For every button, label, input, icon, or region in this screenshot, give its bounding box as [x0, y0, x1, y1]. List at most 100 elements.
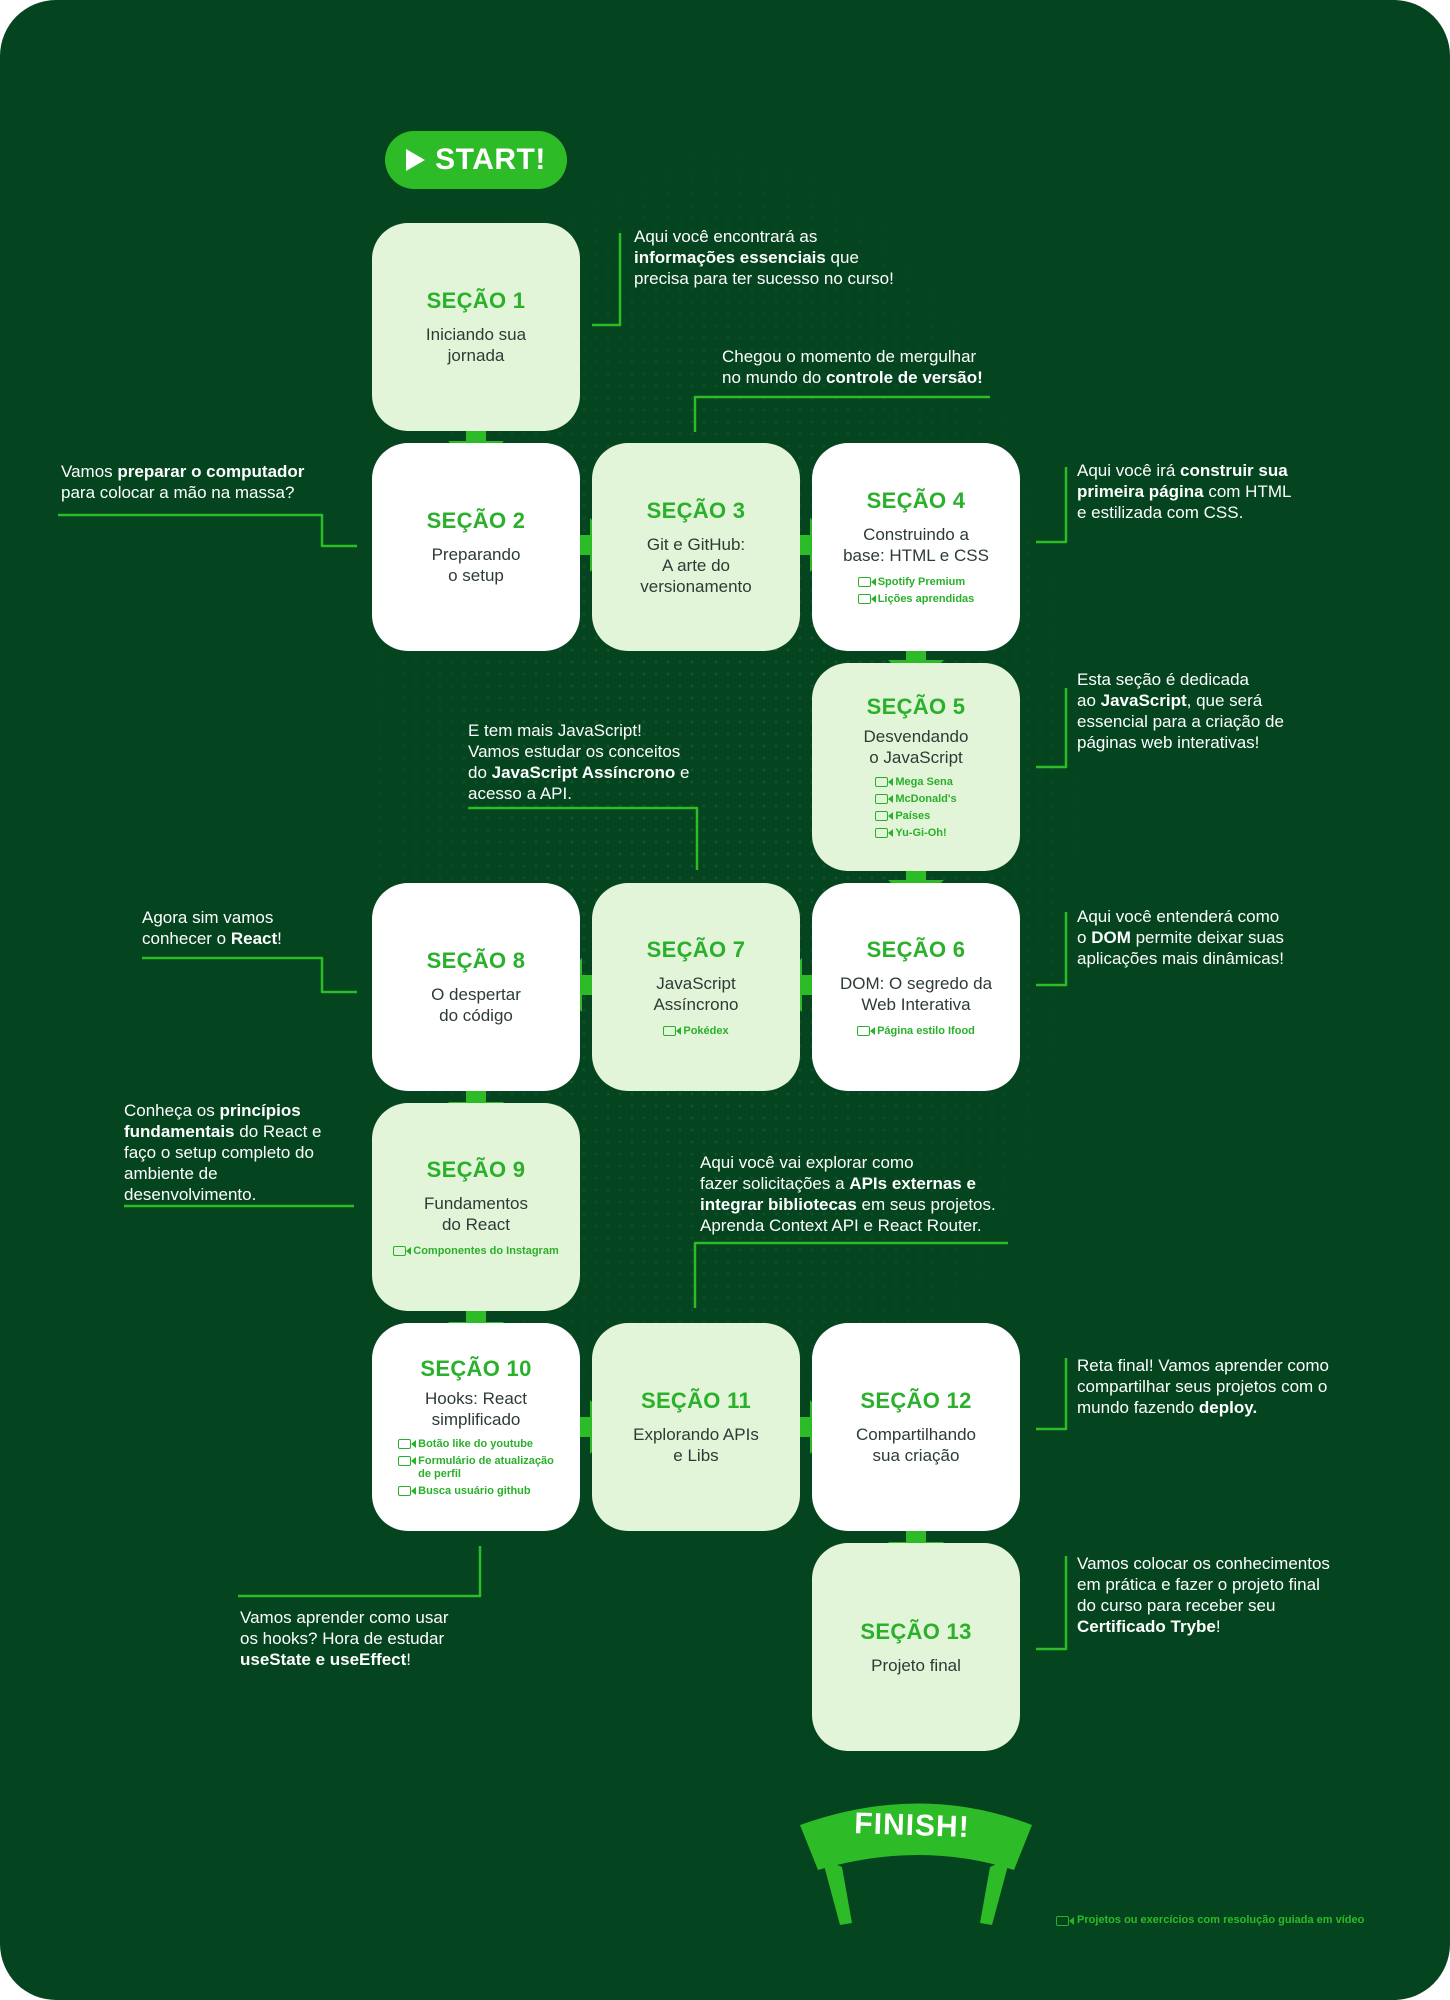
note-bold-text: Certificado Trybe	[1077, 1617, 1216, 1636]
video-list: Botão like do youtube Formulário de atua…	[398, 1438, 554, 1498]
note-text: Vamos colocar os conhecimentos em prátic…	[1077, 1554, 1330, 1615]
section-number: SEÇÃO 7	[646, 936, 746, 962]
section-card-9[interactable]: SEÇÃO 9 Fundamentos do React Componentes…	[372, 1103, 580, 1311]
note-bold-text: DOM	[1091, 928, 1131, 947]
section-card-4[interactable]: SEÇÃO 4 Construindo a base: HTML e CSS S…	[812, 443, 1020, 651]
section-card-7[interactable]: SEÇÃO 7 JavaScript Assíncrono Pokédex	[592, 883, 800, 1091]
section-number: SEÇÃO 2	[426, 508, 526, 533]
note-text: Aqui você encontrará as	[634, 227, 818, 246]
video-camera-icon	[875, 794, 894, 804]
section-title: Iniciando sua jornada	[425, 325, 527, 365]
section-title: JavaScript Assíncrono	[653, 973, 739, 1014]
note-bold-text: preparar o computador	[117, 462, 305, 481]
note-text: com HTML e estilizada com CSS.	[1077, 482, 1292, 522]
note-text: Agora sim vamos conhecer o	[142, 908, 274, 948]
video-list: Spotify Premium Lições aprendidas	[857, 576, 975, 606]
note-text: Aqui você entenderá como o	[1077, 907, 1280, 947]
leader-line-s11	[693, 1241, 1008, 1308]
note-section-10: Vamos aprender como usar os hooks? Hora …	[240, 1607, 449, 1670]
section-card-1[interactable]: SEÇÃO 1 Iniciando sua jornada	[372, 223, 580, 431]
video-item[interactable]: Pokédex	[663, 1025, 729, 1038]
section-title: Desvendando o JavaScript	[863, 727, 969, 767]
video-camera-icon	[398, 1456, 417, 1466]
video-item[interactable]: Formulário de atualização de perfil	[398, 1455, 554, 1481]
leader-line-s7	[468, 806, 699, 870]
section-number: SEÇÃO 10	[420, 1356, 532, 1381]
note-section-2: Vamos preparar o computador para colocar…	[61, 461, 304, 503]
leader-line-s12	[1036, 1358, 1068, 1431]
note-section-12: Reta final! Vamos aprender como comparti…	[1077, 1355, 1329, 1418]
section-number: SEÇÃO 13	[860, 1618, 972, 1644]
video-camera-icon	[393, 1245, 412, 1256]
section-number: SEÇÃO 9	[426, 1156, 526, 1182]
leader-line-s1	[592, 233, 622, 327]
note-text: permite deixar suas aplicações mais dinâ…	[1077, 928, 1284, 968]
section-number: SEÇÃO 1	[426, 288, 526, 313]
note-text: !	[1215, 1617, 1221, 1636]
note-text: Vamos aprender como usar os hooks? Hora …	[240, 1608, 449, 1648]
section-card-3[interactable]: SEÇÃO 3 Git e GitHub: A arte do versiona…	[592, 443, 800, 651]
video-camera-icon	[663, 1025, 682, 1036]
note-text: !	[406, 1650, 412, 1669]
finish-banner	[800, 1803, 1032, 1870]
section-number: SEÇÃO 12	[860, 1388, 972, 1413]
note-section-11: Aqui você vai explorar como fazer solici…	[700, 1152, 996, 1236]
video-item[interactable]: Países	[875, 810, 956, 823]
section-title: Projeto final	[871, 1655, 961, 1675]
leader-line-s6	[1036, 912, 1068, 987]
video-item[interactable]: Yu-Gi-Oh!	[875, 827, 956, 840]
section-number: SEÇÃO 8	[426, 948, 526, 973]
section-card-11[interactable]: SEÇÃO 11 Explorando APIs e Libs	[592, 1323, 800, 1531]
note-text: que precisa para ter sucesso no curso!	[634, 248, 894, 288]
note-bold-text: controle de versão!	[825, 368, 983, 387]
video-camera-icon	[857, 594, 876, 604]
note-text: !	[277, 929, 282, 948]
note-section-7: E tem mais JavaScript! Vamos estudar os …	[468, 720, 689, 804]
video-list: Mega Sena McDonald's Países Yu-Gi-Oh!	[875, 776, 957, 840]
note-section-4: Aqui você irá construir sua primeira pág…	[1077, 460, 1291, 523]
note-section-6: Aqui você entenderá como o DOM permite d…	[1077, 906, 1284, 969]
video-camera-icon	[857, 1025, 876, 1036]
leader-line-s3	[693, 395, 990, 432]
note-text: Chegou o momento de mergulhar no mundo d…	[722, 347, 977, 387]
video-item[interactable]: McDonald's	[875, 793, 957, 806]
section-card-10[interactable]: SEÇÃO 10 Hooks: React simplificado Botão…	[372, 1323, 580, 1531]
start-badge: START!	[385, 131, 567, 189]
legend: Projetos ou exercícios com resolução gui…	[1056, 1914, 1364, 1926]
note-text: em seus projetos. Aprenda Context API e …	[700, 1195, 996, 1235]
video-item[interactable]: Componentes do Instagram	[393, 1245, 559, 1258]
section-card-13[interactable]: SEÇÃO 13 Projeto final	[812, 1543, 1020, 1751]
note-text: Conheça os	[124, 1101, 220, 1120]
video-item[interactable]: Spotify Premium	[857, 576, 975, 589]
video-camera-icon	[875, 777, 894, 787]
section-card-8[interactable]: SEÇÃO 8 O despertar do código	[372, 883, 580, 1091]
note-section-13: Vamos colocar os conhecimentos em prátic…	[1077, 1553, 1330, 1637]
finish-arch-right	[980, 1858, 1010, 1925]
leader-line-s5	[1036, 688, 1068, 769]
video-list: Pokédex	[663, 1025, 729, 1038]
video-camera-icon	[398, 1439, 417, 1449]
video-item[interactable]: Lições aprendidas	[857, 593, 974, 606]
section-card-12[interactable]: SEÇÃO 12 Compartilhando sua criação	[812, 1323, 1020, 1531]
section-title: O despertar do código	[431, 985, 521, 1025]
note-bold-text: JavaScript Assíncrono	[491, 763, 676, 782]
note-text: e acesso a API.	[468, 763, 690, 803]
section-card-6[interactable]: SEÇÃO 6 DOM: O segredo da Web Interativa…	[812, 883, 1020, 1091]
finish-arch-left	[822, 1858, 852, 1925]
note-text: , que será essencial para a criação de p…	[1077, 691, 1284, 752]
note-section-8: Agora sim vamos conhecer o React!	[142, 907, 282, 949]
video-item[interactable]: Busca usuário github	[398, 1485, 554, 1498]
section-number: SEÇÃO 6	[866, 936, 966, 962]
video-item[interactable]: Mega Sena	[875, 776, 956, 789]
section-card-5[interactable]: SEÇÃO 5 Desvendando o JavaScript Mega Se…	[812, 663, 1020, 871]
note-section-3: Chegou o momento de mergulhar no mundo d…	[722, 346, 983, 388]
note-text: para colocar a mão na massa?	[61, 483, 295, 502]
video-camera-icon	[398, 1486, 417, 1496]
section-title: Compartilhando sua criação	[855, 1425, 976, 1465]
video-item[interactable]: Botão like do youtube	[398, 1438, 554, 1451]
note-bold-text: deploy.	[1198, 1398, 1258, 1417]
video-list: Componentes do Instagram	[393, 1245, 559, 1258]
section-card-2[interactable]: SEÇÃO 2 Preparando o setup	[372, 443, 580, 651]
video-item[interactable]: Página estilo Ifood	[857, 1025, 975, 1038]
